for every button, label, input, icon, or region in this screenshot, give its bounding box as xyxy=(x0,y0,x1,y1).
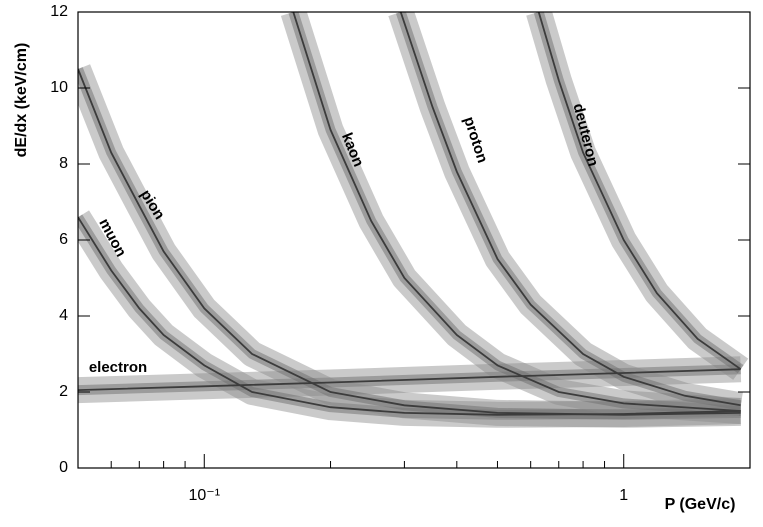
curve xyxy=(399,12,741,407)
y-tick-label: 8 xyxy=(59,155,68,172)
y-tick-label: 4 xyxy=(59,307,68,324)
curve xyxy=(78,216,741,416)
curve xyxy=(292,12,741,412)
density-band xyxy=(280,12,742,424)
y-tick-label: 10 xyxy=(50,79,68,96)
y-tick-label: 0 xyxy=(59,459,68,476)
y-tick-label: 12 xyxy=(50,3,68,20)
x-axis-label: P (GeV/c) xyxy=(665,496,736,513)
curve xyxy=(78,68,741,416)
curve xyxy=(78,368,741,391)
curves xyxy=(78,12,742,416)
y-axis-label: dE/dx (keV/cm) xyxy=(13,43,30,158)
density-core xyxy=(533,12,744,374)
density-bands xyxy=(78,12,749,428)
curve-label: electron xyxy=(89,359,147,376)
x-tick-label: 10⁻¹ xyxy=(188,487,220,504)
y-tick-label: 2 xyxy=(59,383,68,400)
density-band xyxy=(526,12,749,380)
curve xyxy=(537,12,742,370)
x-tick-label: 1 xyxy=(619,487,628,504)
y-tick-label: 6 xyxy=(59,231,68,248)
